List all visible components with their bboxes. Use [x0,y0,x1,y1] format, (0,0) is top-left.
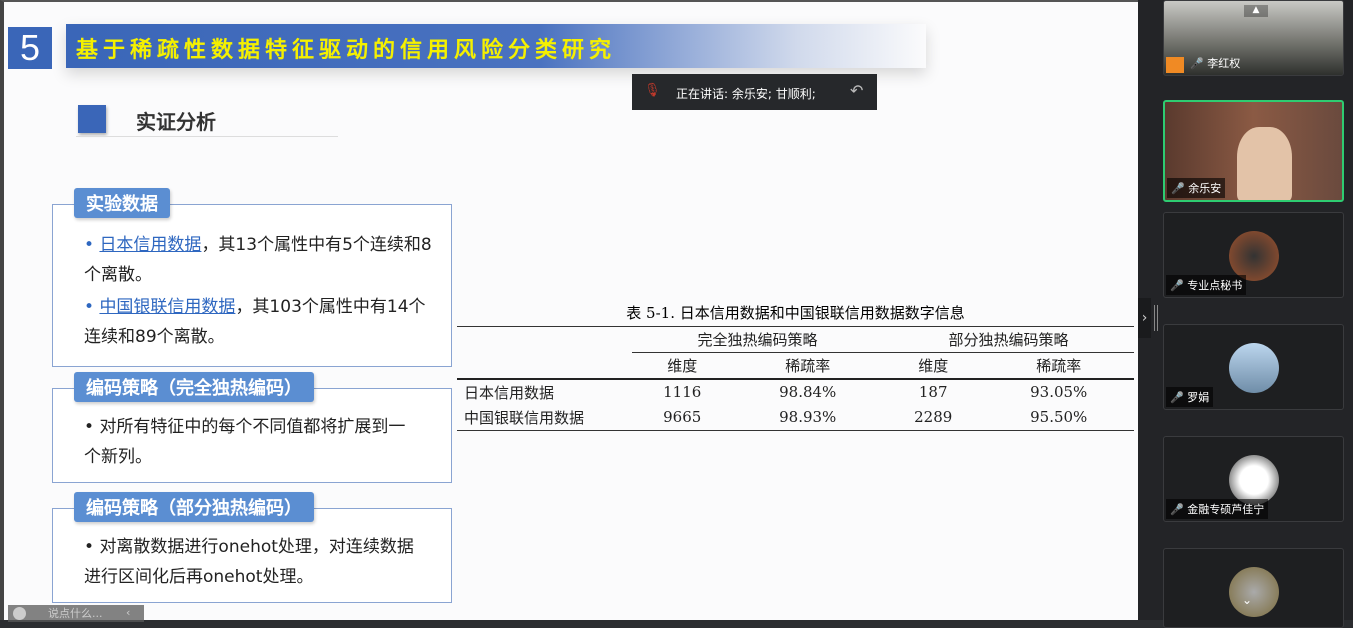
cell: 98.84% [779,383,837,401]
box-experiment-data [52,204,452,367]
group-header: 完全独热编码策略 [632,326,883,353]
participant-tile-active[interactable]: 🎤 余乐安 [1163,100,1344,202]
participant-name: 🎤 罗娟 [1166,387,1214,407]
cell: 93.05% [1030,383,1088,401]
avatar [1229,567,1279,617]
participant-panel: › 🎤 李红权 ▲ 🎤 余乐安 🎤 专业点秘书 🎤 罗娟 🎤 金融专硕芦佳宁 ⌄ [1138,0,1353,628]
participant-name: 🎤 李红权 [1190,57,1241,70]
video-feed [1237,127,1292,200]
tag-full-onehot: 编码策略（完全独热编码） [74,372,314,402]
link-japan-data[interactable]: 日本信用数据 [99,235,202,255]
cell: 2289 [914,408,953,427]
group-header: 部分独热编码策略 [882,326,1134,353]
table-caption: 表 5-1. 日本信用数据和中国银联信用数据数字信息 [626,304,965,322]
section-heading: 实证分析 [136,110,216,134]
column-header: 维度 [918,356,949,375]
data-table: 完全独热编码策略 部分独热编码策略 维度 稀疏率 维度 稀疏率 日本信用数据 1… [457,326,1134,431]
cell: 187 [918,383,948,401]
chat-input[interactable]: 说点什么... ‹ [8,605,144,622]
bullet-japan: • 日本信用数据，其13个属性中有5个连续和8个离散。 [84,235,432,285]
slide-title: 基于稀疏性数据特征驱动的信用风险分类研究 [76,38,617,63]
avatar [1229,231,1279,281]
bullet-full-onehot: • 对所有特征中的每个不同值都将扩展到一个新列。 [84,417,406,467]
participant-tile[interactable]: 🎤 专业点秘书 [1163,212,1344,298]
participant-tile[interactable]: 🎤 罗娟 [1163,324,1344,410]
speaking-indicator: 🎙 正在讲话: 余乐安; 甘顺利; ↶ [632,74,877,110]
host-icon [1166,57,1184,73]
column-header: 稀疏率 [1036,356,1082,375]
tag-experiment-data: 实验数据 [74,188,170,218]
bullet-china: • 中国银联信用数据，其103个属性中有14个连续和89个离散。 [84,297,426,347]
cell: 9665 [663,408,702,427]
divider [76,136,338,137]
avatar [1229,455,1279,505]
column-header: 维度 [667,356,698,375]
shared-slide: 5 基于稀疏性数据特征驱动的信用风险分类研究 实证分析 实验数据 • 日本信用数… [0,0,1138,622]
section-marker [78,105,106,133]
bullet-text: 对离散数据进行onehot处理，对连续数据进行区间化后再onehot处理。 [84,537,414,587]
undo-icon[interactable]: ↶ [850,81,864,100]
column-header: 稀疏率 [785,356,831,375]
mic-speaking-icon: 🎤 [1171,182,1185,195]
scroll-down-icon[interactable]: ⌄ [1242,593,1253,607]
participant-name: 🎤 金融专硕芦佳宁 [1166,499,1269,519]
bullet-text: 对所有特征中的每个不同值都将扩展到一个新列。 [84,417,406,467]
bullet-text: ，其103个属性中有14个连续和89个离散。 [84,297,426,347]
bullet-partial-onehot: • 对离散数据进行onehot处理，对连续数据进行区间化后再onehot处理。 [84,537,414,587]
row-label: 中国银联信用数据 [464,408,585,427]
cell: 98.93% [779,408,837,427]
bullet-text: ，其13个属性中有5个连续和8个离散。 [84,235,432,285]
participant-tile[interactable]: ⌄ [1163,548,1344,628]
box-full-onehot [52,388,452,483]
table-row: 中国银联信用数据 9665 98.93% 2289 95.50% [457,405,1134,431]
mic-muted-icon[interactable]: 🎙 [644,83,661,98]
cell: 1116 [663,383,702,401]
section-number: 5 [8,27,52,69]
speaking-text: 正在讲话: 余乐安; 甘顺利; [676,87,816,101]
cell: 95.50% [1030,408,1088,427]
mic-muted-icon: 🎤 [1170,279,1184,292]
participant-name: 🎤 专业点秘书 [1166,275,1247,295]
expand-chevron-icon[interactable]: › [1138,298,1151,338]
mic-muted-icon: 🎤 [1170,503,1184,516]
scroll-up-icon[interactable]: ▲ [1244,5,1268,17]
collapse-chevron-icon[interactable]: ‹ [126,606,131,619]
row-label: 日本信用数据 [464,383,555,402]
table-row: 日本信用数据 1116 98.84% 187 93.05% [457,379,1134,405]
chat-placeholder: 说点什么... [48,607,103,620]
participant-name: 🎤 余乐安 [1167,178,1226,198]
title-bar [66,24,926,68]
link-unionpay-data[interactable]: 中国银联信用数据 [99,297,236,317]
mic-muted-icon: 🎤 [1170,391,1184,404]
emoji-icon[interactable] [13,607,26,620]
avatar [1229,343,1279,393]
tag-partial-onehot: 编码策略（部分独热编码） [74,492,314,522]
resize-handle[interactable] [1154,305,1158,331]
participant-tile[interactable]: 🎤 金融专硕芦佳宁 [1163,436,1344,522]
participant-tile[interactable]: 🎤 李红权 ▲ [1163,0,1344,76]
